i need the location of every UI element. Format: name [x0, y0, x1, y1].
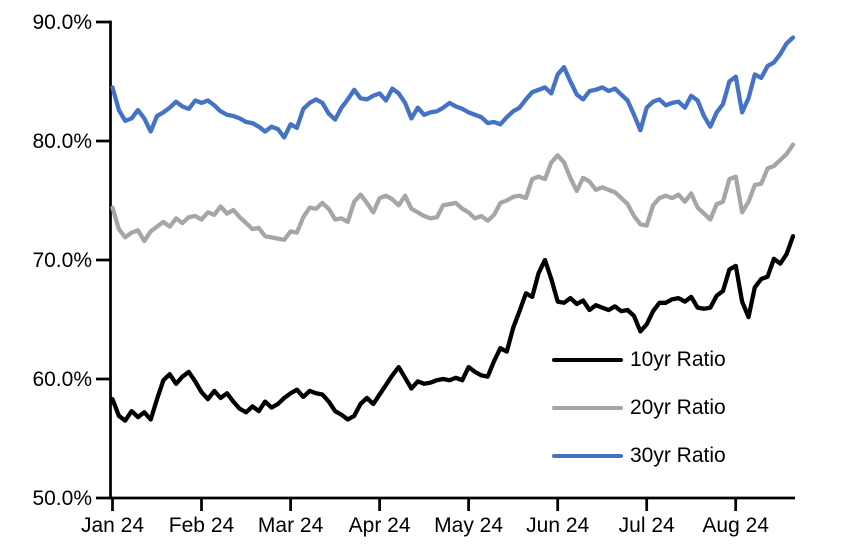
legend: 10yr Ratio 20yr Ratio 30yr Ratio [552, 336, 782, 480]
x-axis-label-aug: Aug 24 [702, 514, 769, 537]
series-line-20yr-ratio [110, 142, 796, 244]
x-axis-label-feb: Feb 24 [168, 514, 235, 537]
y-axis-label-90: 90.0% [32, 10, 92, 34]
series-layer [110, 35, 796, 423]
legend-line-swatch-30yr [552, 453, 623, 459]
legend-label-20yr: 20yr Ratio [630, 396, 726, 419]
x-axis-label-jun: Jun 24 [526, 514, 590, 537]
y-axis-label-80: 80.0% [32, 129, 92, 153]
legend-item-20yr-ratio: 20yr Ratio [552, 384, 782, 432]
x-axis-label-apr: Apr 24 [348, 514, 411, 537]
legend-item-10yr-ratio: 10yr Ratio [552, 336, 782, 384]
legend-line-swatch-20yr [552, 405, 623, 411]
x-axis-label-may: May 24 [434, 514, 504, 537]
legend-item-30yr-ratio: 30yr Ratio [552, 432, 782, 480]
x-axis-label-jan: Jan 24 [80, 514, 145, 537]
x-axis-label-jul: Jul 24 [618, 514, 675, 537]
axes [96, 20, 795, 511]
y-axis-label-50: 50.0% [32, 486, 92, 510]
y-axis-label-70: 70.0% [32, 248, 92, 272]
y-axis-label-60: 60.0% [32, 367, 92, 391]
series-line-10yr-ratio [110, 234, 796, 423]
x-axis-label-mar: Mar 24 [257, 514, 324, 537]
series-line-30yr-ratio [110, 35, 796, 140]
legend-line-swatch-10yr [552, 357, 623, 363]
legend-label-30yr: 30yr Ratio [630, 444, 726, 467]
legend-label-10yr: 10yr Ratio [630, 348, 726, 371]
